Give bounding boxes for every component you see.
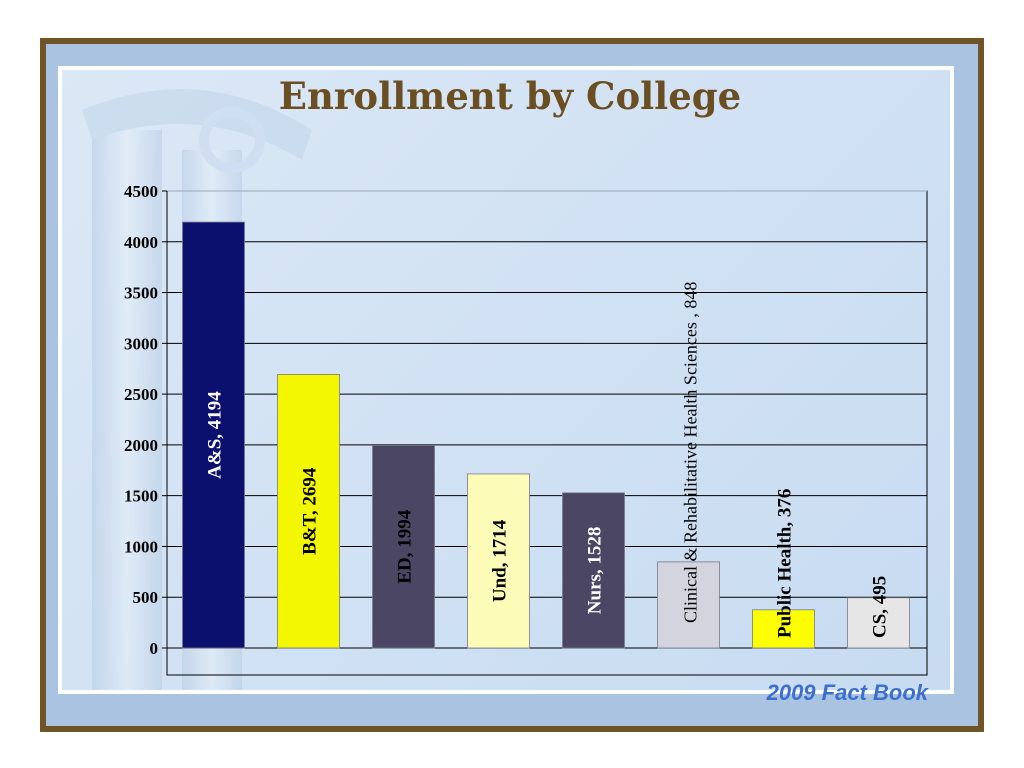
y-tick-label: 500 <box>133 588 159 607</box>
bar-data-label: Public Health, 376 <box>775 489 796 638</box>
bar <box>562 492 625 649</box>
bar <box>182 221 245 649</box>
bar <box>372 445 435 649</box>
bar-data-label: Nurs, 1528 <box>585 527 606 615</box>
y-tick-label: 1500 <box>124 487 158 506</box>
slide-title: Enrollment by College <box>278 74 742 118</box>
y-tick-label: 3000 <box>124 334 158 353</box>
bar <box>277 374 340 649</box>
y-tick-label: 0 <box>150 639 159 658</box>
y-tick-label: 2500 <box>124 385 158 404</box>
bar <box>657 561 720 649</box>
y-tick-label: 1000 <box>124 537 158 556</box>
bar-data-label: Und, 1714 <box>490 519 511 602</box>
bar-data-label: B&T, 2694 <box>300 467 321 555</box>
y-tick-label: 3500 <box>124 284 158 303</box>
y-tick-label: 2000 <box>124 436 158 455</box>
footer-label: 2009 Fact Book <box>766 680 928 705</box>
y-tick-label: 4000 <box>124 233 158 252</box>
bar-data-label: CS, 495 <box>870 576 891 638</box>
y-tick-label: 4500 <box>124 182 158 201</box>
bar-data-label: Clinical & Rehabilitative Health Science… <box>681 282 701 623</box>
bar <box>752 609 815 649</box>
bar-data-label: ED, 1994 <box>395 509 416 583</box>
bar <box>467 473 530 649</box>
bar-data-label: A&S, 4194 <box>205 391 226 479</box>
bar <box>847 597 910 649</box>
